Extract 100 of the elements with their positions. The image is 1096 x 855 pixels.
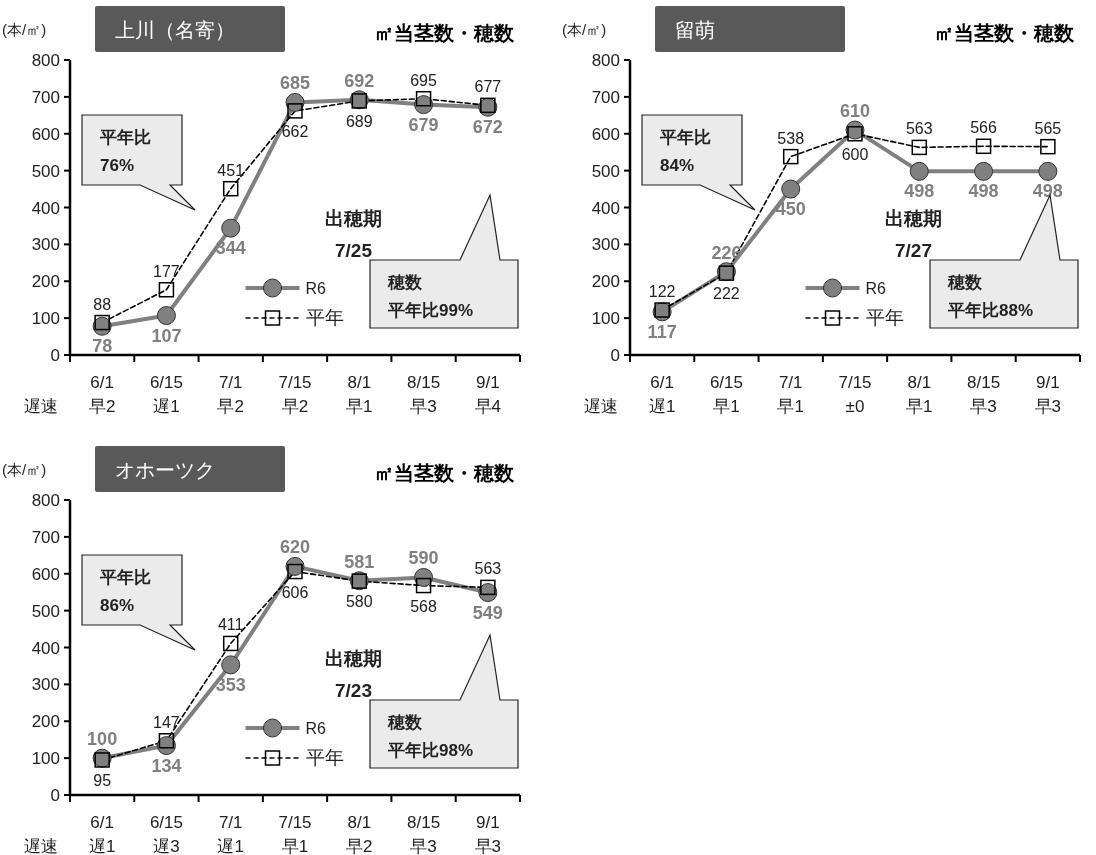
- y-axis-title: (本/㎡): [2, 21, 47, 38]
- y-tick-label: 600: [591, 124, 620, 144]
- data-label: 451: [217, 161, 245, 179]
- y-tick-label: 300: [31, 675, 60, 695]
- x-tick-label: 6/15 早1: [709, 373, 743, 416]
- x-axis-title: 遅速: [24, 837, 58, 855]
- x-tick-label: 7/1 早1: [777, 373, 804, 416]
- data-label: 580: [345, 593, 373, 611]
- data-label: 689: [345, 112, 373, 130]
- data-label: 134: [151, 755, 182, 776]
- data-label: 566: [970, 119, 998, 137]
- y-tick-label: 200: [591, 272, 620, 292]
- point: [414, 567, 434, 587]
- data-label: 177: [153, 262, 180, 280]
- x-tick-label: 8/15 早3: [967, 373, 1001, 416]
- data-label: 662: [281, 122, 309, 140]
- data-label: 679: [408, 114, 439, 135]
- point: [158, 281, 175, 298]
- point: [480, 579, 496, 596]
- x-tick-label: 7/15 ±0: [838, 373, 872, 416]
- annotation: 出穂期 7/23: [325, 648, 382, 701]
- point: [221, 655, 241, 675]
- point: [221, 218, 241, 238]
- point: [974, 161, 994, 181]
- y-tick-label: 300: [31, 235, 60, 255]
- chart-title: ㎡当茎数・穂数: [934, 22, 1075, 44]
- point: [287, 563, 303, 580]
- data-label: 147: [153, 713, 180, 731]
- data-label: 563: [905, 120, 933, 138]
- chart-subtitle: 上川（名寄）: [115, 19, 235, 41]
- point: [415, 90, 432, 107]
- y-tick-label: 400: [591, 198, 620, 218]
- x-tick-label: 7/15 早2: [278, 373, 312, 416]
- data-label: 222: [713, 285, 740, 303]
- annotation: 穂数: [387, 273, 423, 292]
- data-label: 498: [1032, 181, 1063, 202]
- annotation: 平年比98%: [387, 741, 474, 760]
- x-tick-label: 8/15 早3: [407, 373, 441, 416]
- data-label: 692: [344, 70, 375, 91]
- x-axis-title: 遅速: [584, 397, 618, 416]
- data-label: 549: [472, 602, 503, 623]
- y-tick-label: 0: [50, 346, 60, 365]
- y-tick-label: 700: [31, 527, 60, 547]
- chart-subtitle: オホーツク: [115, 459, 215, 481]
- data-label: 411: [217, 616, 244, 634]
- x-tick-label: 6/15 遅3: [149, 813, 183, 855]
- x-tick-label: 7/1 遅1: [217, 813, 244, 855]
- point: [156, 306, 176, 326]
- x-tick-label: 6/15 遅1: [149, 373, 183, 416]
- data-label: 95: [93, 771, 112, 789]
- x-axis-title: 遅速: [24, 397, 58, 416]
- y-tick-label: 400: [31, 638, 60, 658]
- x-tick-label: 6/1 遅1: [88, 813, 116, 855]
- annotation: 出穂期 7/25: [325, 208, 382, 261]
- chart-subtitle: 留萌: [675, 19, 715, 41]
- y-tick-label: 800: [31, 491, 60, 510]
- y-tick-label: 200: [31, 712, 60, 732]
- data-label: 685: [279, 73, 311, 94]
- data-label: 695: [410, 71, 438, 89]
- annotation: 平年比99%: [387, 301, 474, 320]
- data-label: 581: [344, 551, 375, 572]
- y-tick-label: 0: [50, 786, 60, 805]
- y-tick-label: 800: [31, 51, 60, 70]
- x-tick-label: 7/15 早1: [278, 813, 312, 855]
- x-tick-label: 9/1 早4: [474, 373, 502, 416]
- chart-title: ㎡当茎数・穂数: [374, 22, 515, 44]
- data-label: 620: [279, 537, 311, 558]
- annotation: 平年比 84%: [659, 128, 711, 175]
- annotation: 穂数: [387, 713, 423, 732]
- x-tick-label: 9/1 早3: [1034, 373, 1062, 416]
- y-tick-label: 0: [610, 346, 620, 365]
- point: [287, 103, 303, 119]
- data-label: 672: [472, 117, 503, 138]
- point: [158, 733, 175, 749]
- data-label: 498: [904, 181, 935, 202]
- point: [94, 314, 110, 331]
- data-label: 100: [87, 729, 118, 750]
- y-tick-label: 600: [31, 564, 60, 584]
- y-axis-title: (本/㎡): [562, 21, 607, 38]
- data-label: 610: [839, 101, 871, 122]
- y-tick-label: 500: [31, 601, 60, 621]
- y-tick-label: 100: [591, 309, 620, 329]
- data-label: 568: [410, 597, 438, 615]
- data-label: 606: [281, 583, 309, 601]
- point: [1038, 161, 1058, 181]
- point: [781, 179, 801, 199]
- data-label: 117: [647, 321, 677, 342]
- data-label: 107: [151, 325, 182, 346]
- y-axis-title: (本/㎡): [2, 461, 47, 478]
- y-tick-label: 400: [31, 198, 60, 218]
- data-label: 563: [474, 560, 502, 578]
- legend-label: R6: [305, 280, 327, 297]
- point: [911, 139, 928, 156]
- x-tick-label: 9/1 早3: [474, 813, 502, 855]
- x-tick-label: 8/1 早1: [906, 373, 933, 416]
- point: [909, 161, 929, 181]
- data-label: 122: [648, 283, 676, 301]
- y-tick-label: 100: [31, 749, 60, 769]
- x-tick-label: 8/1 早2: [346, 813, 373, 855]
- data-label: 600: [841, 145, 869, 163]
